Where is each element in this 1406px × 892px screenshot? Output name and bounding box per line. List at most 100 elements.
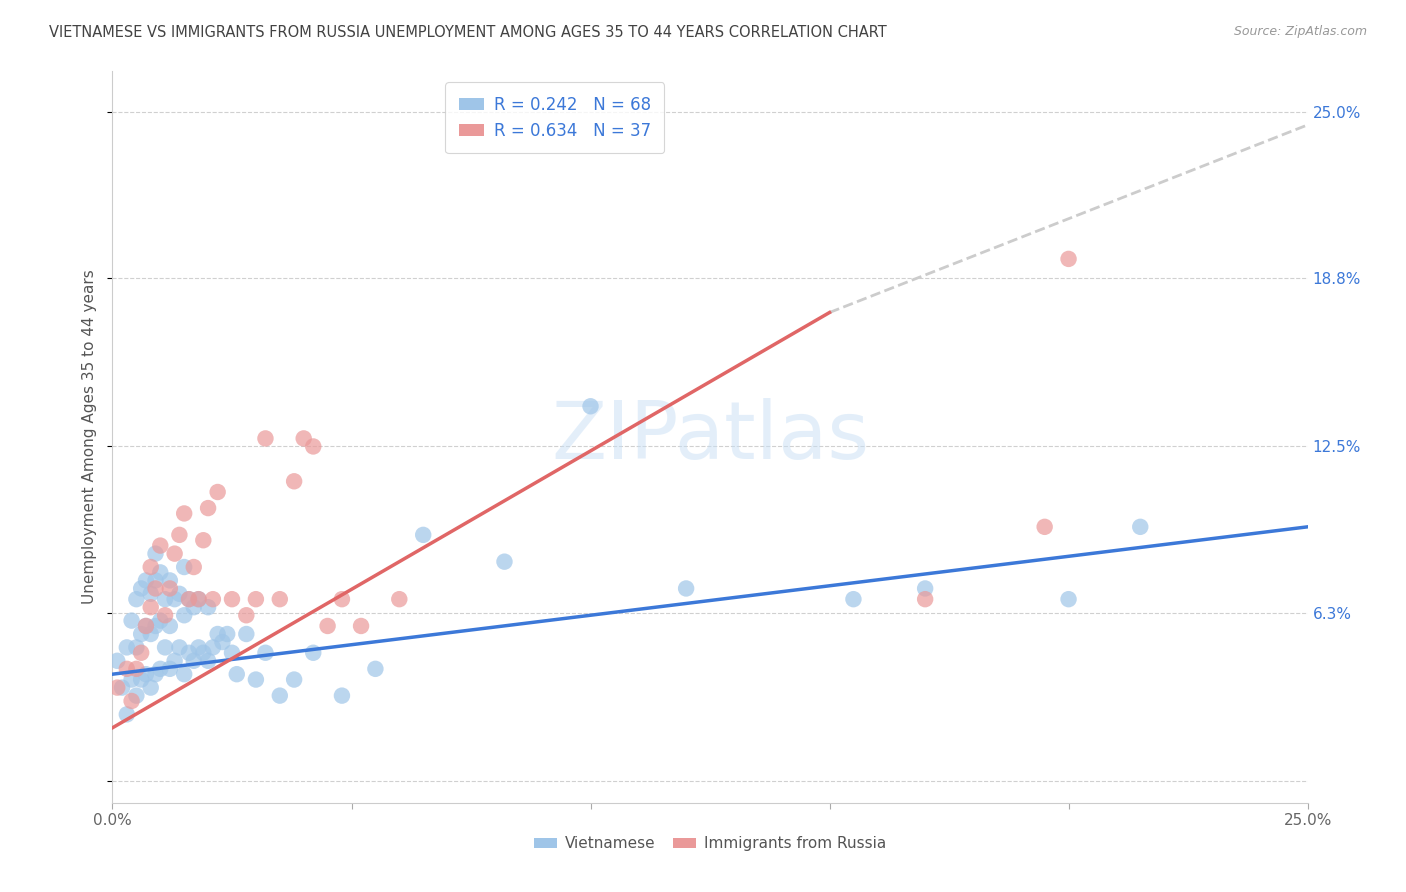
- Point: [177, 592, 200, 607]
- Point: [115, 662, 138, 676]
- Point: [254, 432, 277, 446]
- Point: [201, 640, 224, 655]
- Point: [139, 627, 162, 641]
- Point: [153, 640, 176, 655]
- Point: [579, 399, 602, 413]
- Point: [139, 587, 162, 601]
- Point: [169, 640, 191, 655]
- Point: [149, 662, 172, 676]
- Point: [211, 635, 233, 649]
- Point: [187, 640, 209, 655]
- Point: [269, 689, 291, 703]
- Point: [412, 528, 434, 542]
- Point: [149, 614, 172, 628]
- Point: [350, 619, 373, 633]
- Point: [254, 646, 277, 660]
- Point: [153, 592, 176, 607]
- Point: [173, 560, 195, 574]
- Point: [163, 592, 186, 607]
- Point: [159, 662, 181, 676]
- Point: [183, 560, 205, 574]
- Point: [207, 485, 229, 500]
- Point: [842, 592, 865, 607]
- Point: [125, 640, 148, 655]
- Point: [183, 654, 205, 668]
- Point: [169, 528, 191, 542]
- Y-axis label: Unemployment Among Ages 35 to 44 years: Unemployment Among Ages 35 to 44 years: [82, 269, 97, 605]
- Point: [129, 582, 152, 596]
- Point: [197, 600, 219, 615]
- Point: [207, 627, 229, 641]
- Point: [283, 673, 305, 687]
- Point: [217, 627, 239, 641]
- Point: [225, 667, 247, 681]
- Point: [139, 681, 162, 695]
- Point: [193, 646, 215, 660]
- Point: [245, 592, 267, 607]
- Point: [302, 440, 325, 454]
- Point: [221, 592, 243, 607]
- Point: [169, 587, 191, 601]
- Point: [115, 707, 138, 722]
- Point: [139, 600, 162, 615]
- Point: [197, 654, 219, 668]
- Point: [914, 592, 936, 607]
- Point: [111, 681, 134, 695]
- Point: [1033, 520, 1056, 534]
- Point: [197, 501, 219, 516]
- Point: [159, 574, 181, 588]
- Point: [177, 646, 200, 660]
- Point: [145, 667, 167, 681]
- Text: VIETNAMESE VS IMMIGRANTS FROM RUSSIA UNEMPLOYMENT AMONG AGES 35 TO 44 YEARS CORR: VIETNAMESE VS IMMIGRANTS FROM RUSSIA UNE…: [49, 25, 887, 40]
- Point: [125, 592, 148, 607]
- Point: [173, 507, 195, 521]
- Point: [153, 608, 176, 623]
- Point: [129, 646, 152, 660]
- Point: [163, 547, 186, 561]
- Point: [183, 600, 205, 615]
- Point: [388, 592, 411, 607]
- Point: [121, 694, 143, 708]
- Point: [145, 619, 167, 633]
- Point: [135, 619, 157, 633]
- Point: [105, 654, 128, 668]
- Point: [159, 619, 181, 633]
- Point: [159, 582, 181, 596]
- Point: [193, 533, 215, 548]
- Point: [173, 608, 195, 623]
- Point: [145, 574, 167, 588]
- Point: [1057, 252, 1080, 266]
- Point: [129, 627, 152, 641]
- Point: [135, 619, 157, 633]
- Point: [364, 662, 387, 676]
- Point: [163, 654, 186, 668]
- Point: [675, 582, 697, 596]
- Point: [149, 539, 172, 553]
- Point: [121, 614, 143, 628]
- Point: [187, 592, 209, 607]
- Point: [283, 475, 305, 489]
- Point: [1129, 520, 1152, 534]
- Point: [330, 689, 353, 703]
- Point: [125, 662, 148, 676]
- Point: [145, 582, 167, 596]
- Legend: Vietnamese, Immigrants from Russia: Vietnamese, Immigrants from Russia: [527, 830, 893, 857]
- Point: [1057, 592, 1080, 607]
- Point: [105, 681, 128, 695]
- Point: [316, 619, 339, 633]
- Point: [115, 640, 138, 655]
- Text: Source: ZipAtlas.com: Source: ZipAtlas.com: [1233, 25, 1367, 38]
- Point: [245, 673, 267, 687]
- Point: [121, 673, 143, 687]
- Point: [125, 689, 148, 703]
- Point: [145, 547, 167, 561]
- Point: [135, 667, 157, 681]
- Point: [302, 646, 325, 660]
- Text: ZIPatlas: ZIPatlas: [551, 398, 869, 476]
- Point: [129, 673, 152, 687]
- Point: [269, 592, 291, 607]
- Point: [221, 646, 243, 660]
- Point: [914, 582, 936, 596]
- Point: [177, 592, 200, 607]
- Point: [330, 592, 353, 607]
